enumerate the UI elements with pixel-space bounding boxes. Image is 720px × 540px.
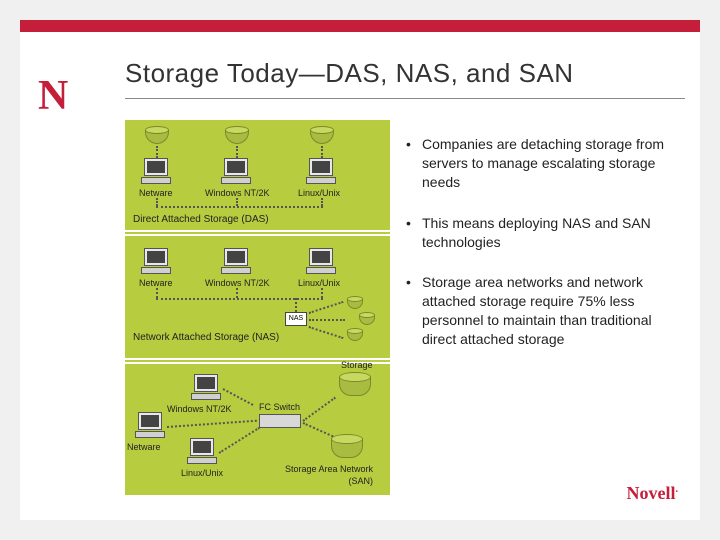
das-title: Direct Attached Storage (DAS) bbox=[133, 214, 269, 225]
server-icon bbox=[221, 248, 251, 274]
das-section: Netware Windows NT/2K Linux/Unix Direct … bbox=[125, 120, 390, 230]
divider bbox=[125, 98, 685, 99]
san-title-line2: (SAN) bbox=[273, 476, 373, 486]
storage-cylinder-icon bbox=[331, 434, 363, 460]
connector bbox=[309, 326, 344, 339]
section-divider bbox=[125, 230, 390, 236]
storage-diagram: Netware Windows NT/2K Linux/Unix Direct … bbox=[125, 120, 390, 495]
connector bbox=[156, 198, 158, 206]
connector bbox=[156, 146, 158, 158]
bullet-item: This means deploying NAS and SAN technol… bbox=[406, 214, 686, 252]
san-title-line1: Storage Area Network bbox=[273, 464, 373, 474]
slide: N Storage Today—DAS, NAS, and SAN Netwar… bbox=[20, 20, 700, 520]
server-icon bbox=[221, 158, 251, 184]
server-icon bbox=[191, 374, 221, 400]
page-title: Storage Today—DAS, NAS, and SAN bbox=[125, 58, 574, 89]
server-icon bbox=[141, 158, 171, 184]
brand-text: Novell bbox=[627, 483, 676, 503]
fc-switch-icon bbox=[259, 414, 301, 428]
connector bbox=[321, 146, 323, 158]
server-icon bbox=[306, 248, 336, 274]
nas-section: Netware Windows NT/2K Linux/Unix NAS Net… bbox=[125, 240, 390, 358]
storage-cylinder-icon bbox=[339, 372, 371, 398]
connector bbox=[236, 146, 238, 158]
server-icon bbox=[187, 438, 217, 464]
connector bbox=[321, 288, 323, 298]
storage-cylinder-icon bbox=[145, 126, 169, 146]
server-icon bbox=[135, 412, 165, 438]
connector bbox=[295, 298, 297, 312]
switch-label: FC Switch bbox=[259, 402, 300, 412]
connector bbox=[156, 206, 323, 208]
bullet-item: Companies are detaching storage from ser… bbox=[406, 135, 686, 192]
host-label: Linux/Unix bbox=[181, 468, 223, 478]
server-label: Linux/Unix bbox=[298, 188, 340, 198]
storage-label: Storage bbox=[341, 360, 373, 370]
connector bbox=[156, 298, 323, 300]
connector bbox=[309, 301, 344, 314]
nas-box: NAS bbox=[285, 312, 307, 326]
connector bbox=[236, 198, 238, 206]
bullet-list: Companies are detaching storage from ser… bbox=[406, 135, 686, 371]
connector bbox=[218, 427, 260, 454]
connector bbox=[156, 288, 158, 298]
brand-logo: Novell. bbox=[627, 483, 679, 504]
storage-cylinder-icon bbox=[359, 312, 375, 326]
server-label: Netware bbox=[139, 188, 173, 198]
san-section: Storage Windows NT/2K Netware Linux/Unix… bbox=[125, 368, 390, 495]
server-label: Netware bbox=[139, 278, 173, 288]
storage-cylinder-icon bbox=[225, 126, 249, 146]
server-label: Windows NT/2K bbox=[205, 188, 270, 198]
connector bbox=[236, 288, 238, 298]
host-label: Windows NT/2K bbox=[167, 404, 232, 414]
server-label: Windows NT/2K bbox=[205, 278, 270, 288]
host-label: Netware bbox=[127, 442, 161, 452]
storage-cylinder-icon bbox=[347, 328, 363, 342]
connector bbox=[302, 397, 336, 422]
connector bbox=[309, 319, 345, 321]
server-icon bbox=[306, 158, 336, 184]
storage-cylinder-icon bbox=[347, 296, 363, 310]
server-icon bbox=[141, 248, 171, 274]
server-label: Linux/Unix bbox=[298, 278, 340, 288]
storage-cylinder-icon bbox=[310, 126, 334, 146]
connector bbox=[321, 198, 323, 206]
accent-bar bbox=[20, 20, 700, 32]
logo-n: N bbox=[38, 72, 68, 120]
bullet-item: Storage area networks and network attach… bbox=[406, 273, 686, 349]
nas-title: Network Attached Storage (NAS) bbox=[133, 332, 279, 343]
connector bbox=[167, 420, 257, 428]
